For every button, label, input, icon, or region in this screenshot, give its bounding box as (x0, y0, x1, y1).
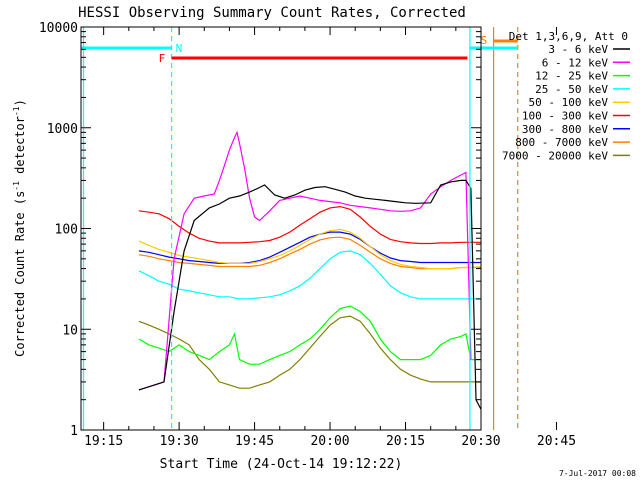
night-flag-label: N (176, 42, 183, 55)
series-line-3 (138, 250, 481, 300)
y-tick-label: 1000 (47, 122, 78, 137)
x-axis-label: Start Time (24-Oct-14 19:12:22) (160, 457, 403, 472)
y-tick-label: 10 (62, 323, 78, 338)
series-line-7 (138, 236, 481, 270)
saa-flag-label: S (481, 34, 488, 47)
series-line-1 (138, 130, 472, 391)
flag-layer: NF S (81, 27, 519, 430)
x-tick-label: 19:15 (84, 434, 123, 449)
legend-label-6: 300 - 800 keV (522, 123, 608, 136)
legend-title: Det 1,3,6,9, Att 0 (509, 30, 628, 43)
legend-label-7: 800 - 7000 keV (515, 136, 608, 149)
x-tick-label: 20:00 (310, 434, 349, 449)
y-axis-label: Corrected Count Rate (s-1 detector-1) (12, 99, 27, 357)
legend-label-5: 100 - 300 keV (522, 110, 608, 123)
series-line-5 (138, 205, 481, 245)
y-axis-label-sup2: -1 (12, 106, 21, 116)
y-axis-label-sup1: -1 (12, 181, 21, 191)
x-tick-label: 20:45 (537, 434, 576, 449)
legend-label-0: 3 - 6 keV (548, 43, 608, 56)
series-line-0 (138, 179, 482, 410)
x-tick-label: 19:45 (235, 434, 274, 449)
series-layer (138, 130, 482, 410)
legend-label-1: 6 - 12 keV (542, 56, 609, 69)
series-line-2 (138, 305, 481, 365)
y-tick-label: 1 (70, 424, 78, 439)
series-line-4 (138, 228, 482, 270)
legend-label-2: 12 - 25 keV (535, 70, 608, 83)
x-tick-label: 20:15 (386, 434, 425, 449)
legend-label-4: 50 - 100 keV (529, 96, 609, 109)
y-axis-label-part1: Corrected Count Rate (s (13, 191, 27, 357)
y-axis-ticks: 1 10 100 1000 10000 (39, 21, 481, 439)
x-tick-label: 19:30 (160, 434, 199, 449)
y-axis-label-part2: detector (13, 116, 27, 181)
y-axis-label-part3: ) (13, 99, 27, 106)
flare-flag-label: F (159, 52, 166, 65)
y-tick-label: 10000 (39, 21, 78, 36)
legend-label-8: 7000 - 20000 keV (502, 149, 608, 162)
chart-title: HESSI Observing Summary Count Rates, Cor… (78, 5, 466, 21)
y-tick-label: 100 (55, 223, 78, 238)
x-axis-ticks: 19:15 19:30 19:45 20:00 20:15 20:30 20:45 (84, 27, 576, 449)
series-line-6 (138, 231, 481, 264)
legend-label-3: 25 - 50 keV (535, 83, 608, 96)
x-tick-label: 20:30 (461, 434, 500, 449)
footer-date: 7-Jul-2017 00:08 (559, 469, 636, 478)
plot-frame (80, 26, 482, 431)
